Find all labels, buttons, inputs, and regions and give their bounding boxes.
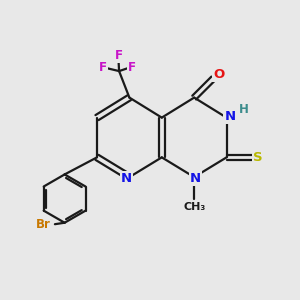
Text: F: F: [99, 61, 107, 74]
Text: F: F: [128, 61, 136, 74]
Text: H: H: [239, 103, 249, 116]
Text: O: O: [213, 68, 224, 81]
Text: N: N: [121, 172, 132, 185]
Text: S: S: [253, 151, 263, 164]
Text: N: N: [190, 172, 201, 185]
Text: Br: Br: [36, 218, 51, 231]
Text: CH₃: CH₃: [183, 202, 205, 212]
Text: N: N: [224, 110, 236, 123]
Text: F: F: [115, 49, 122, 62]
